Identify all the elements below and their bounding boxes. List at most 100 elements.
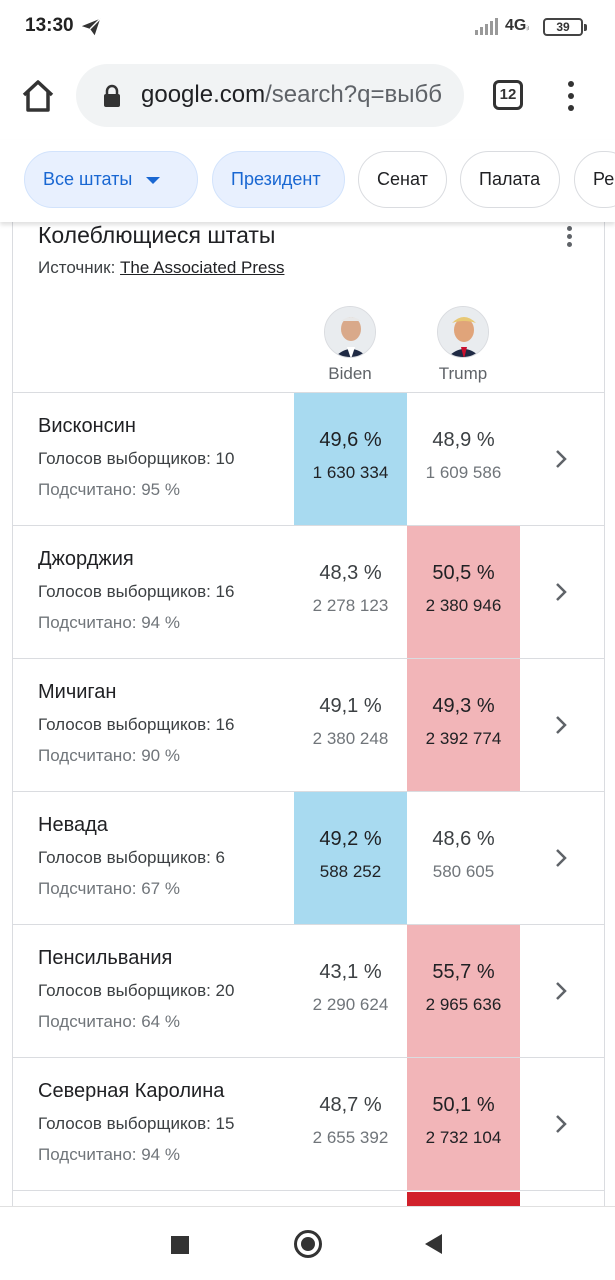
- candidate-name: Biden: [328, 364, 372, 383]
- telegram-send-icon: [81, 18, 101, 36]
- home-nav-icon[interactable]: [294, 1230, 322, 1258]
- trump-percent: 49,3 %: [432, 695, 495, 717]
- counted-percent: Подсчитано: 95 %: [38, 480, 180, 499]
- candidate-name: Trump: [438, 364, 488, 383]
- state-row[interactable]: Невада Голосов выборщиков: 6 Подсчитано: 6…: [13, 792, 604, 925]
- chevron-right-icon[interactable]: [553, 581, 569, 603]
- chip-president[interactable]: Президент: [212, 151, 345, 208]
- counted-percent: Подсчитано: 94 %: [38, 1145, 180, 1164]
- state-name: Висконсин: [38, 415, 136, 437]
- trump-votes: 2 392 774: [425, 729, 502, 748]
- filter-chip-bar: Все штаты Президент Сенат Палата Ре: [0, 140, 615, 222]
- biden-percent: 48,3 %: [319, 562, 382, 584]
- state-row[interactable]: Мичиган Голосов выборщиков: 16 Подсчитано:…: [13, 659, 604, 792]
- battery-icon: 39: [543, 18, 587, 36]
- counted-percent: Подсчитано: 94 %: [38, 613, 180, 632]
- chevron-right-icon[interactable]: [553, 980, 569, 1002]
- state-name: Мичиган: [38, 681, 117, 703]
- state-name: Невада: [38, 814, 108, 836]
- trump-result-cell: 50,1 % 2 732 104: [407, 1058, 520, 1190]
- status-bar: 13:30 4Gᵢₗ 39: [0, 0, 615, 56]
- state-row[interactable]: Висконсин Голосов выборщиков: 10 Подсчитан…: [13, 393, 604, 526]
- trump-percent: 48,6 %: [432, 828, 495, 850]
- electoral-votes: Голосов выборщиков: 16: [38, 715, 235, 734]
- trump-votes: 2 380 946: [425, 596, 502, 615]
- biden-result-cell: 49,2 % 588 252: [294, 792, 407, 924]
- back-icon[interactable]: [425, 1234, 442, 1254]
- divider: [13, 392, 604, 393]
- state-name: Джорджия: [38, 548, 134, 570]
- recents-icon[interactable]: [171, 1236, 189, 1254]
- biden-votes: 1 630 334: [312, 463, 389, 482]
- counted-percent: Подсчитано: 90 %: [38, 746, 180, 765]
- counted-percent: Подсчитано: 67 %: [38, 879, 180, 898]
- chip-house[interactable]: Палата: [460, 151, 560, 208]
- biden-result-cell: 48,7 % 2 655 392: [294, 1058, 407, 1190]
- chevron-right-icon[interactable]: [553, 714, 569, 736]
- trump-percent: 50,1 %: [432, 1094, 495, 1116]
- trump-votes: 2 965 636: [425, 995, 502, 1014]
- state-name: Пенсильвания: [38, 947, 173, 969]
- electoral-votes: Голосов выборщиков: 6: [38, 848, 226, 867]
- trump-percent: 50,5 %: [432, 562, 495, 584]
- card-source: Источник: The Associated Press: [38, 258, 285, 277]
- source-link[interactable]: The Associated Press: [120, 258, 285, 277]
- electoral-votes: Голосов выборщиков: 15: [38, 1114, 235, 1133]
- biden-result-cell: 49,1 % 2 380 248: [294, 659, 407, 791]
- signal-icon: [475, 18, 498, 35]
- biden-votes: 2 290 624: [312, 995, 389, 1014]
- avatar: [324, 306, 376, 358]
- tab-switcher-button[interactable]: 12: [493, 80, 523, 110]
- biden-result-cell: 49,6 % 1 630 334: [294, 393, 407, 525]
- system-nav-bar: [0, 1206, 615, 1280]
- status-time: 13:30: [25, 15, 74, 36]
- trump-votes: 2 732 104: [425, 1128, 502, 1147]
- chip-label: Все штаты: [43, 169, 133, 189]
- counted-percent: Подсчитано: 64 %: [38, 1012, 180, 1031]
- state-row[interactable]: Джорджия Голосов выборщиков: 16 Подсчитано…: [13, 526, 604, 659]
- biden-votes: 2 278 123: [312, 596, 389, 615]
- chip-label: Ре: [593, 169, 615, 189]
- biden-votes: 588 252: [319, 862, 382, 881]
- trump-votes: 1 609 586: [425, 463, 502, 482]
- electoral-votes: Голосов выборщиков: 16: [38, 582, 235, 601]
- trump-result-cell: 48,9 % 1 609 586: [407, 393, 520, 525]
- biden-votes: 2 655 392: [312, 1128, 389, 1147]
- biden-votes: 2 380 248: [312, 729, 389, 748]
- url-text: google.com/search?q=выбб: [141, 81, 442, 108]
- card-title: Колеблющиеся штаты: [38, 222, 276, 248]
- chevron-right-icon[interactable]: [553, 448, 569, 470]
- candidate-biden: Biden: [294, 306, 406, 384]
- url-bar[interactable]: google.com/search?q=выбб: [76, 64, 464, 127]
- chip-label: Сенат: [377, 169, 428, 189]
- dropdown-arrow-icon: [146, 176, 161, 184]
- biden-percent: 49,2 %: [319, 828, 382, 850]
- biden-percent: 49,6 %: [319, 429, 382, 451]
- biden-result-cell: 43,1 % 2 290 624: [294, 925, 407, 1057]
- card-more-icon[interactable]: [564, 224, 574, 248]
- biden-percent: 43,1 %: [319, 961, 382, 983]
- chip-senate[interactable]: Сенат: [358, 151, 447, 208]
- electoral-votes: Голосов выборщиков: 10: [38, 449, 235, 468]
- chip-more[interactable]: Ре: [574, 151, 615, 208]
- electoral-votes: Голосов выборщиков: 20: [38, 981, 235, 1000]
- trump-votes: 580 605: [432, 862, 495, 881]
- chip-label: Президент: [231, 169, 321, 189]
- chevron-right-icon[interactable]: [553, 847, 569, 869]
- state-row[interactable]: Северная Каролина Голосов выборщиков: 15 П…: [13, 1058, 604, 1191]
- lock-icon: [104, 84, 120, 107]
- state-row[interactable]: Пенсильвания Голосов выборщиков: 20 Подсчи…: [13, 925, 604, 1058]
- candidate-trump: Trump: [407, 306, 519, 384]
- more-menu-icon[interactable]: [560, 78, 582, 114]
- avatar: [437, 306, 489, 358]
- browser-toolbar: google.com/search?q=выбб 12: [0, 56, 615, 140]
- trump-result-cell: 48,6 % 580 605: [407, 792, 520, 924]
- home-icon[interactable]: [20, 78, 56, 114]
- biden-percent: 49,1 %: [319, 695, 382, 717]
- trump-percent: 55,7 %: [432, 961, 495, 983]
- chip-all-states[interactable]: Все штаты: [24, 151, 198, 208]
- trump-result-cell: 49,3 % 2 392 774: [407, 659, 520, 791]
- chevron-right-icon[interactable]: [553, 1113, 569, 1135]
- chip-label: Палата: [479, 169, 541, 189]
- biden-percent: 48,7 %: [319, 1094, 382, 1116]
